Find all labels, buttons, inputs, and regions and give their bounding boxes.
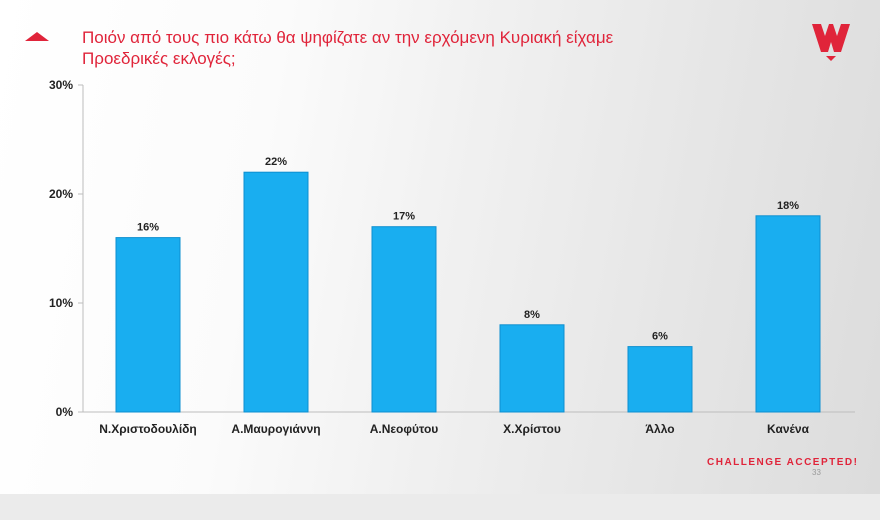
- bar: [627, 346, 693, 413]
- y-tick-label: 10%: [49, 296, 73, 310]
- x-tick-label: Α.Μαυρογιάννη: [231, 422, 320, 436]
- bar: [755, 215, 821, 413]
- data-label: 22%: [265, 156, 287, 168]
- x-tick-label: Ν.Χριστοδουλίδη: [99, 422, 197, 436]
- x-tick-label: Κανένα: [767, 422, 810, 436]
- y-tick-label: 0%: [56, 405, 74, 419]
- data-label: 17%: [393, 211, 415, 223]
- x-tick-label: Α.Νεοφύτου: [370, 422, 439, 436]
- page-number: 33: [812, 468, 821, 477]
- brand-logo-icon: [812, 24, 850, 61]
- y-tick-label: 30%: [49, 78, 73, 92]
- data-label: 18%: [777, 200, 799, 212]
- footer-band: [0, 494, 880, 520]
- x-tick-label: Άλλο: [645, 422, 674, 436]
- bar-chart: 0% 10% 20% 30% 16% Ν.Χριστοδουλίδη 22% Α.Μαυρογ…: [49, 78, 855, 436]
- title-triangle-icon: [25, 32, 49, 41]
- bar: [371, 226, 437, 413]
- data-label: 16%: [137, 222, 159, 234]
- bar: [243, 171, 309, 413]
- bar: [115, 237, 181, 413]
- slide: Ποιόν από τους πιο κάτω θα ψηφίζατε αν τ…: [0, 0, 880, 494]
- tagline: CHALLENGE ACCEPTED!: [707, 457, 859, 468]
- y-tick-label: 20%: [49, 187, 73, 201]
- page-title: Ποιόν από τους πιο κάτω θα ψηφίζατε αν τ…: [82, 28, 614, 68]
- x-tick-label: Χ.Χρίστου: [503, 422, 561, 436]
- bar: [499, 324, 565, 413]
- data-label: 6%: [652, 331, 668, 343]
- data-label: 8%: [524, 309, 540, 321]
